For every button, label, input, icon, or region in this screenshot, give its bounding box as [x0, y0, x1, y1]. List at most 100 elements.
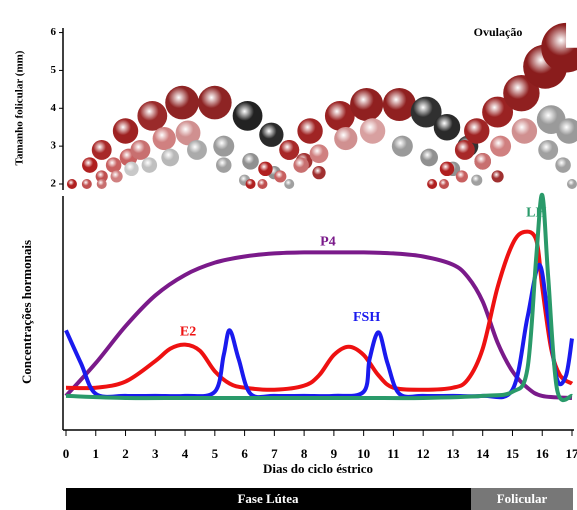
- x-tick-label: 8: [301, 446, 308, 461]
- follicle: [284, 179, 295, 189]
- follicle: [359, 118, 386, 144]
- series-label: LH: [526, 206, 546, 221]
- follicle: [110, 170, 123, 183]
- follicle: [141, 157, 158, 173]
- follicle: [439, 161, 455, 177]
- follicle: [538, 139, 559, 160]
- y-tick-label: 2: [51, 178, 57, 190]
- follicle: [482, 96, 514, 128]
- follicle: [309, 144, 329, 164]
- ovulation-label: Ovulação: [474, 25, 523, 39]
- hormone-line: [64, 250, 573, 400]
- follicle: [420, 148, 438, 167]
- follicle: [464, 118, 490, 144]
- follicle: [490, 135, 512, 157]
- follicle: [274, 170, 287, 183]
- follicle: [245, 179, 256, 189]
- y-tick-label: 5: [51, 64, 57, 76]
- follicle: [439, 179, 450, 189]
- follicle: [112, 118, 139, 144]
- x-tick-label: 1: [93, 446, 100, 461]
- follicle: [556, 118, 577, 144]
- follicle: [555, 157, 571, 173]
- y-tick-label: 4: [51, 102, 57, 114]
- x-tick-label: 3: [152, 446, 159, 461]
- follicle: [391, 135, 413, 157]
- follicle: [258, 161, 273, 177]
- y-tick-label: 6: [51, 26, 57, 38]
- x-tick-label: 16: [536, 446, 550, 461]
- follicle: [95, 170, 108, 183]
- follicle: [197, 85, 232, 120]
- follicle: [187, 139, 207, 160]
- follicle: [410, 96, 442, 128]
- follicle: [105, 157, 122, 173]
- x-tick-label: 0: [63, 446, 70, 461]
- hormone-line: [65, 229, 574, 392]
- x-tick-label: 4: [182, 446, 189, 461]
- follicle: [334, 126, 358, 151]
- follicle: [279, 139, 300, 160]
- follicle: [312, 165, 326, 180]
- hormone-line: [65, 192, 573, 403]
- x-tick-label: 12: [417, 446, 430, 461]
- follicle: [165, 85, 199, 120]
- follicle: [137, 100, 168, 131]
- follicle: [503, 74, 540, 112]
- follicle: [433, 113, 461, 141]
- ovulation-wedge: [566, 21, 577, 48]
- follicle: [175, 120, 201, 146]
- x-label: Dias do ciclo éstrico: [263, 461, 373, 476]
- follicle: [96, 179, 107, 189]
- follicle: [567, 179, 577, 189]
- follicle: [242, 152, 259, 170]
- series-label: E2: [180, 325, 196, 340]
- follicle: [454, 139, 475, 160]
- bottom-y-label: Concentrações hormonais: [19, 240, 34, 384]
- x-tick-label: 17: [566, 446, 577, 461]
- follicle: [81, 179, 92, 189]
- x-tick-label: 6: [241, 446, 248, 461]
- follicle: [471, 174, 483, 186]
- x-tick-label: 13: [446, 446, 460, 461]
- follicle: [427, 179, 438, 189]
- x-tick-label: 2: [122, 446, 129, 461]
- series-label: FSH: [353, 310, 380, 325]
- follicle: [66, 179, 77, 189]
- follicle: [491, 170, 504, 183]
- follicle: [91, 139, 112, 160]
- x-tick-label: 15: [506, 446, 520, 461]
- follicle: [130, 139, 151, 160]
- phase-label: Folicular: [497, 491, 548, 506]
- top-y-label: Tamanho folicular (mm): [14, 50, 26, 165]
- follicle: [124, 161, 139, 177]
- x-tick-label: 7: [271, 446, 278, 461]
- follicle: [152, 126, 176, 151]
- x-tick-label: 14: [476, 446, 490, 461]
- follicle: [259, 122, 284, 147]
- x-tick-label: 9: [331, 446, 338, 461]
- phase-follicular: [471, 488, 573, 510]
- follicle: [216, 157, 232, 173]
- x-tick-label: 5: [212, 446, 219, 461]
- follicle: [213, 135, 235, 157]
- follicle: [232, 100, 263, 131]
- follicle: [82, 157, 98, 173]
- follicle: [257, 179, 268, 189]
- y-tick-label: 3: [51, 140, 57, 152]
- x-tick-label: 10: [357, 446, 370, 461]
- phase-luteal: [66, 488, 471, 510]
- follicle: [297, 118, 323, 144]
- follicle: [382, 87, 416, 122]
- follicle: [474, 152, 492, 170]
- follicle: [511, 118, 538, 144]
- follicle: [293, 157, 309, 173]
- series-label: P4: [320, 234, 336, 249]
- follicle: [161, 148, 180, 167]
- x-tick-label: 11: [387, 446, 399, 461]
- follicle: [324, 100, 355, 131]
- phase-label: Fase Lútea: [237, 491, 299, 506]
